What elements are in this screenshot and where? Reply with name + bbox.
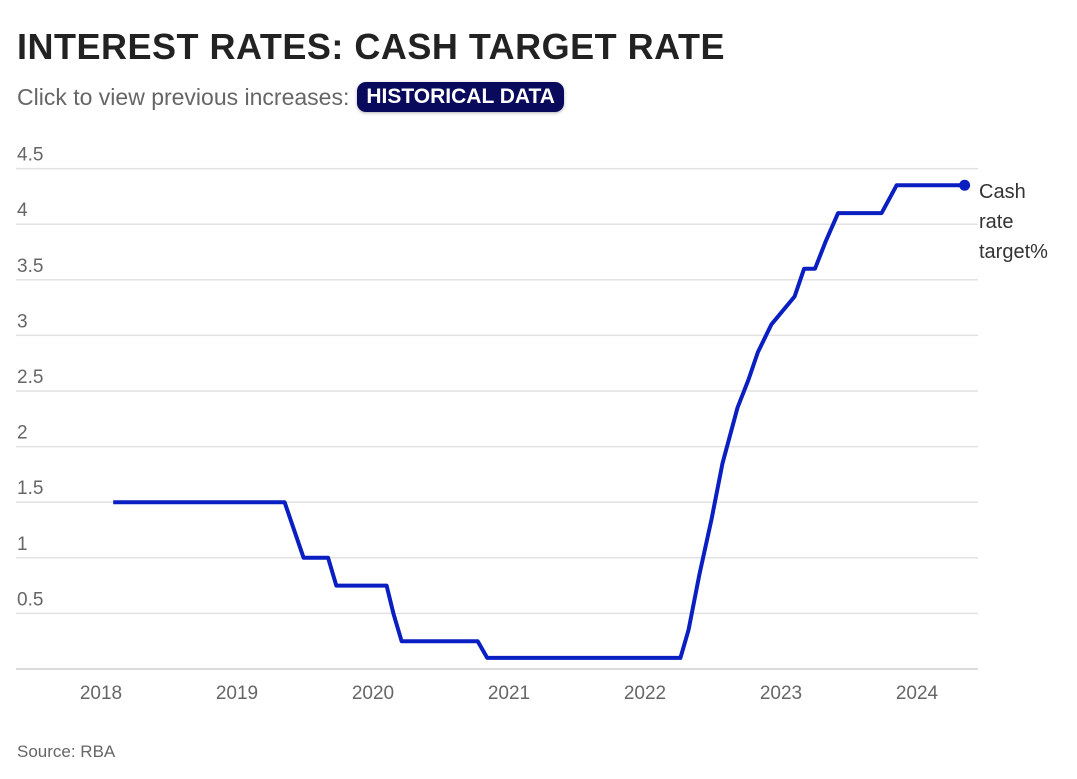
y-tick-label: 3 — [17, 311, 28, 332]
series-end-dot — [959, 179, 971, 191]
source-note: Source: RBA — [17, 742, 116, 761]
y-tick-label: 3.5 — [17, 256, 43, 277]
x-tick-label: 2022 — [624, 683, 666, 704]
series-label: rate — [979, 211, 1013, 233]
y-tick-label: 1 — [17, 534, 28, 555]
x-tick-label: 2024 — [896, 683, 939, 704]
series-label: Cash — [979, 181, 1026, 203]
y-tick-label: 1.5 — [17, 478, 43, 499]
y-tick-label: 2 — [17, 423, 28, 444]
y-tick-label: 0.5 — [17, 589, 43, 610]
x-tick-label: 2021 — [488, 683, 530, 704]
y-tick-label: 2.5 — [17, 367, 43, 388]
series-label: target% — [979, 241, 1048, 263]
x-tick-label: 2020 — [352, 683, 394, 704]
series-line-cash-rate — [113, 183, 965, 660]
subtitle-text: Click to view previous increases: — [17, 83, 350, 110]
chart-title: INTEREST RATES: CASH TARGET RATE — [17, 26, 725, 67]
x-tick-label: 2023 — [760, 683, 802, 704]
x-tick-label: 2018 — [80, 683, 122, 704]
x-tick-label: 2019 — [216, 683, 258, 704]
y-tick-label: 4 — [17, 200, 28, 221]
subtitle-row: Click to view previous increases: HISTOR… — [17, 82, 564, 112]
y-tick-label: 4.5 — [17, 145, 43, 166]
historical-data-button[interactable]: HISTORICAL DATA — [357, 82, 564, 112]
